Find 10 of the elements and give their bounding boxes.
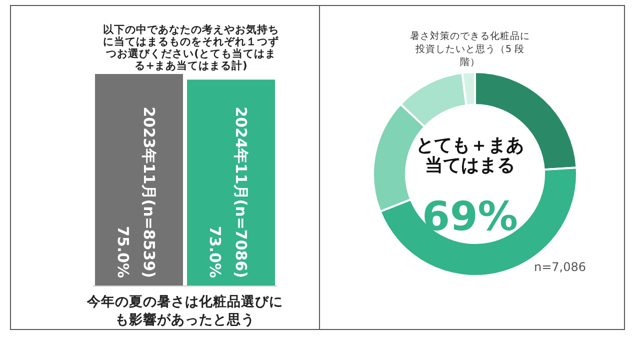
x-axis-title: 今年の夏の暑さは化粧品選びにも影響があったと思う — [86, 293, 284, 329]
x-tick-label: 2024年11月(n=7086) — [232, 106, 250, 278]
data-label: 73.0% — [206, 226, 224, 278]
x-tick-label: 2023年11月(n=8539) — [140, 106, 158, 278]
text: 69% — [421, 194, 519, 240]
data-label: 75.0% — [114, 226, 132, 278]
chart-title: 暑さ対策のできる化粧品に投資したいと思う（5 段階） — [409, 30, 531, 69]
text: とても＋まあ当てはまる — [415, 135, 525, 176]
chart-title: 以下の中であなたの考えやお気持ちに当てはまるものをそれぞれ１つずつお選びください(とても当てはまる+まあ当てはまる計) — [103, 24, 279, 72]
text: n=7,086 — [534, 260, 586, 274]
